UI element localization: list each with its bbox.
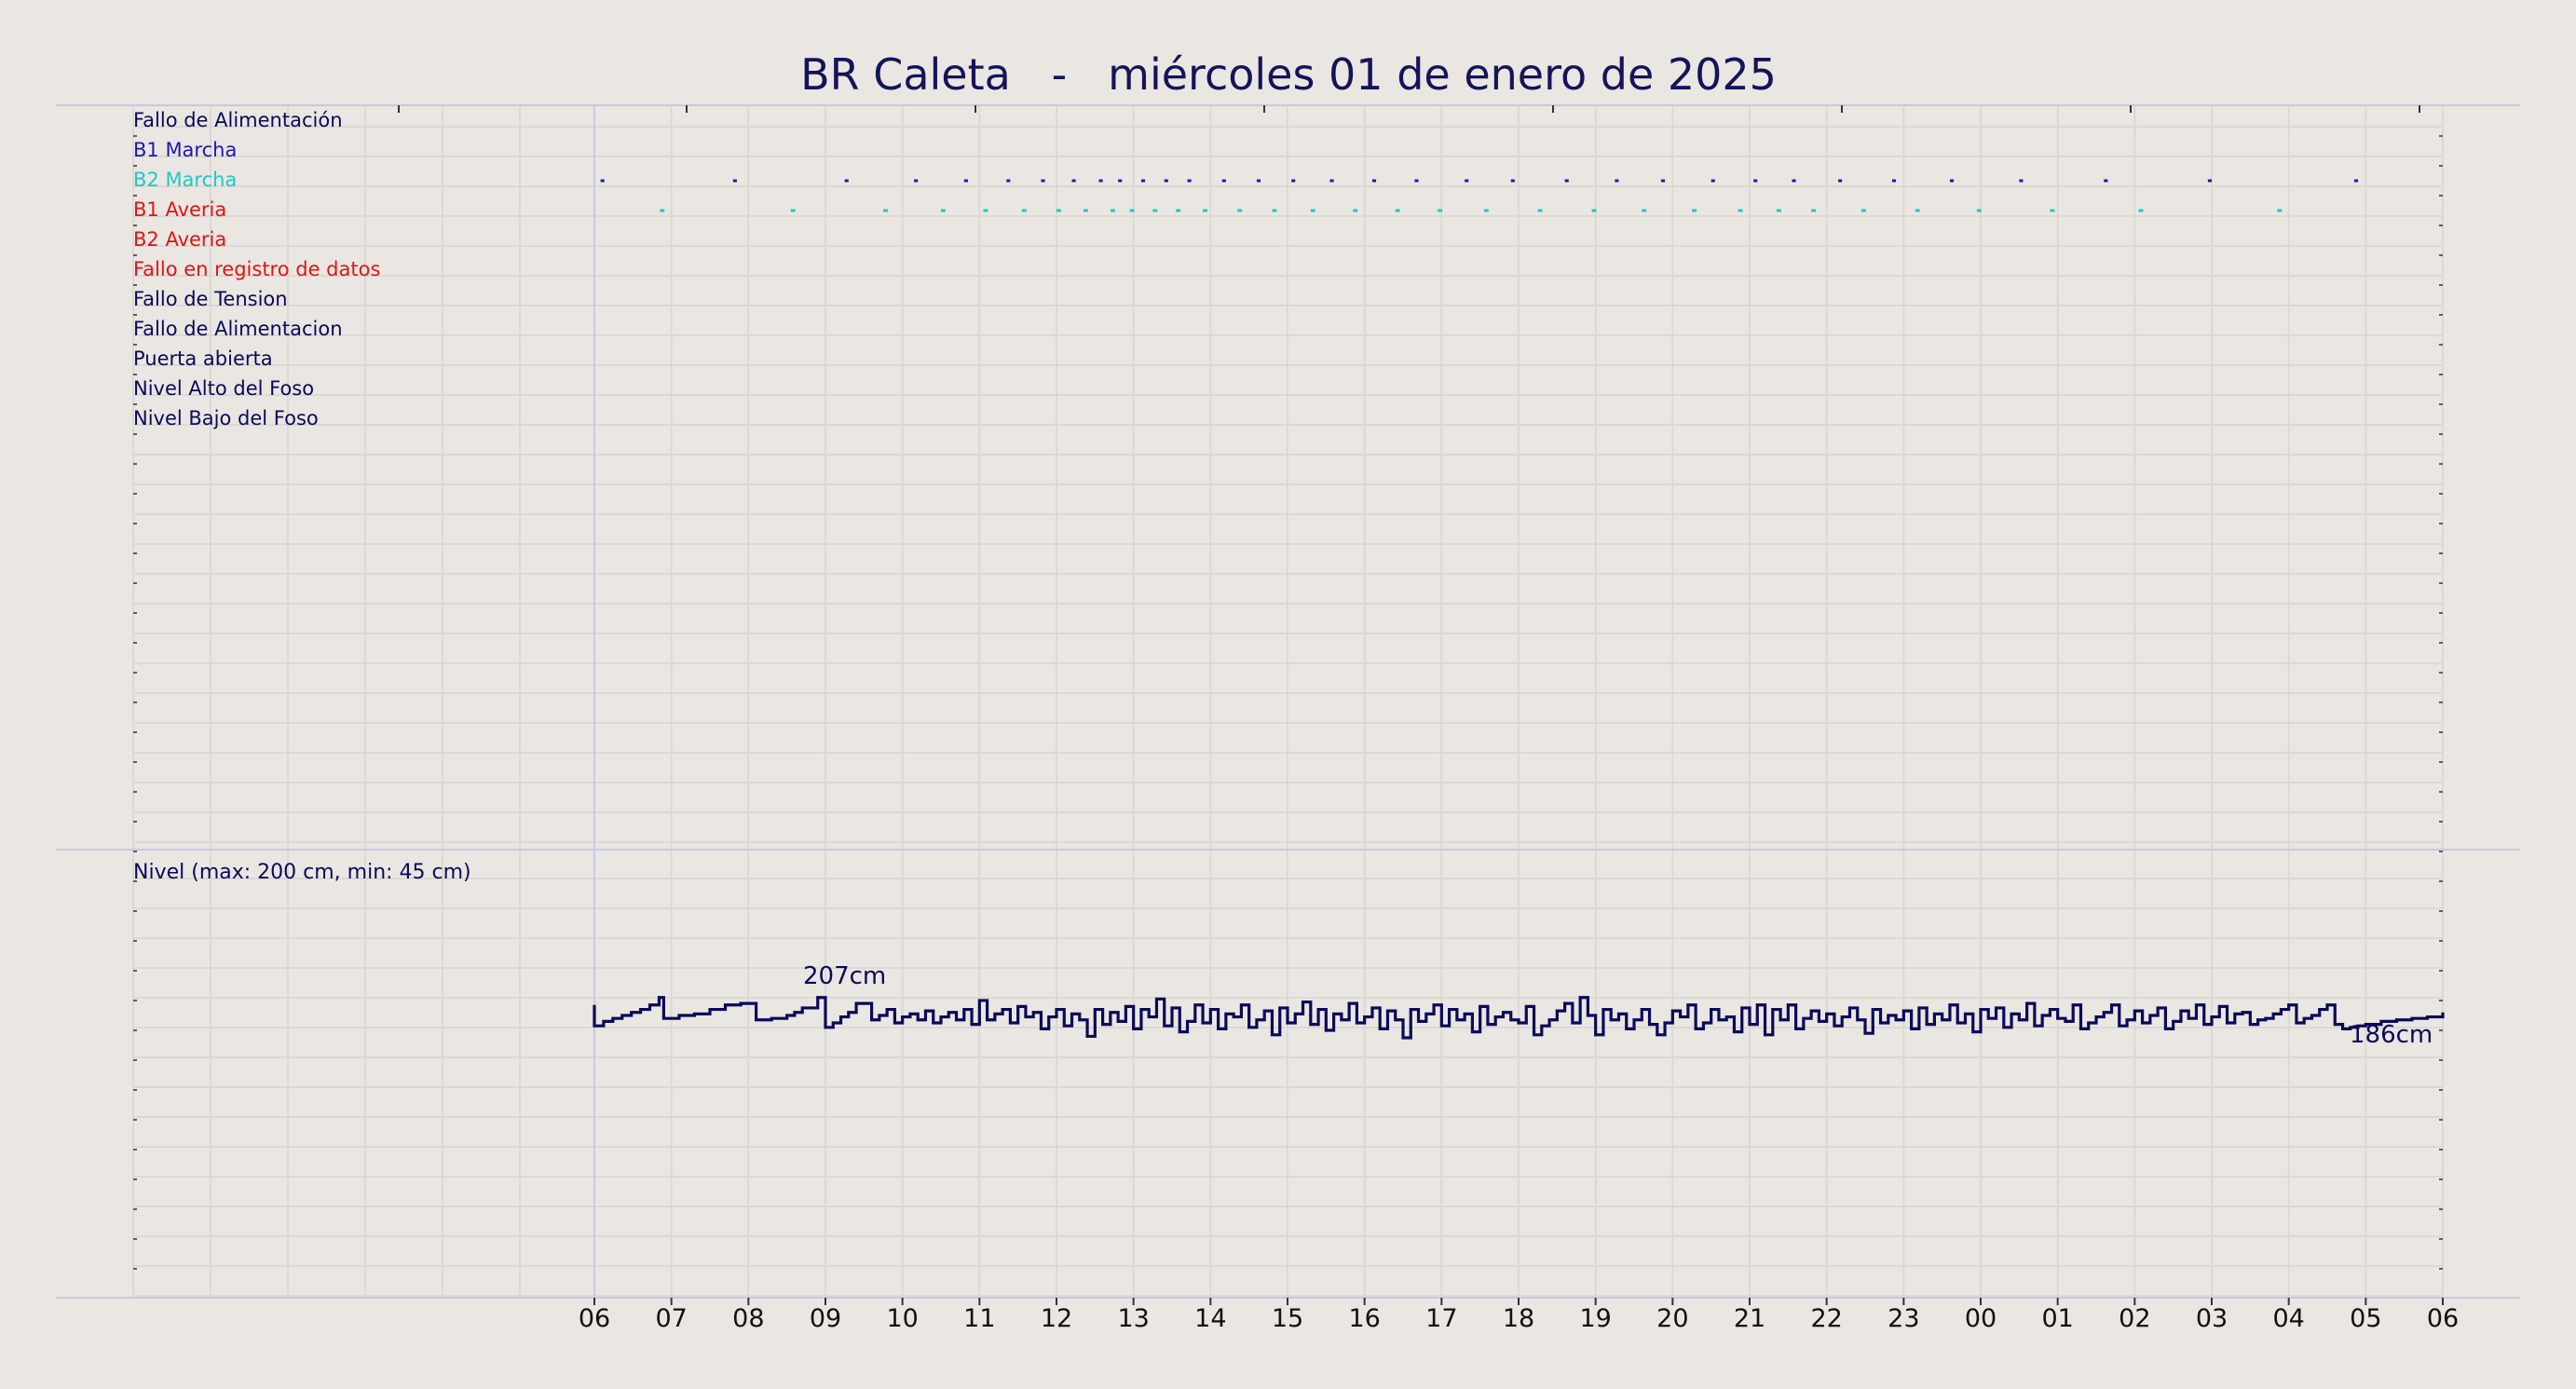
signal-label: Fallo en registro de datos bbox=[133, 258, 380, 280]
x-tick-label: 21 bbox=[1734, 1304, 1765, 1333]
x-tick-label: 12 bbox=[1041, 1304, 1072, 1333]
x-tick-label: 23 bbox=[1888, 1304, 1919, 1333]
level-line bbox=[593, 996, 2445, 1040]
x-tick-label: 00 bbox=[1965, 1304, 1997, 1333]
signal-label: B1 Marcha bbox=[133, 139, 237, 161]
x-tick-label: 17 bbox=[1425, 1304, 1457, 1333]
signal-label: B1 Averia bbox=[133, 198, 226, 221]
x-tick-label: 05 bbox=[2350, 1304, 2381, 1333]
x-tick-label: 01 bbox=[2041, 1304, 2073, 1333]
x-tick-label: 10 bbox=[886, 1304, 918, 1333]
x-tick-label: 16 bbox=[1348, 1304, 1380, 1333]
x-axis-ticks: 06 07 08 09 10 11 12 13 14 15 16 17 18 19 20 21 22 23 00 01… bbox=[579, 1298, 2459, 1333]
level-panel-label: Nivel (max: 200 cm, min: 45 cm) bbox=[133, 861, 471, 884]
chart-title: BR Caleta - miércoles 01 de enero de 202… bbox=[800, 49, 1777, 100]
x-tick-label: 15 bbox=[1272, 1304, 1303, 1333]
last-level-annotation: 186cm bbox=[2350, 1021, 2433, 1049]
signal-label: Puerta abierta bbox=[133, 347, 273, 370]
x-tick-label: 22 bbox=[1810, 1304, 1842, 1333]
x-tick-label: 11 bbox=[963, 1304, 995, 1333]
x-tick-label: 08 bbox=[732, 1304, 764, 1333]
grid-lines bbox=[132, 105, 2444, 1298]
x-tick-label: 03 bbox=[2196, 1304, 2228, 1333]
event-marks bbox=[600, 179, 2359, 212]
level-series bbox=[593, 996, 2445, 1040]
x-tick-label: 02 bbox=[2119, 1304, 2150, 1333]
x-tick-label: 19 bbox=[1579, 1304, 1611, 1333]
signal-label: B2 Marcha bbox=[133, 169, 237, 191]
signal-label: B2 Averia bbox=[133, 228, 226, 251]
x-tick-label: 09 bbox=[810, 1304, 841, 1333]
signal-label: Nivel Bajo del Foso bbox=[133, 407, 319, 429]
signal-label: Fallo de Tension bbox=[133, 288, 288, 310]
x-tick-label: 13 bbox=[1117, 1304, 1149, 1333]
signal-label: Fallo de Alimentacion bbox=[133, 318, 343, 340]
signal-label: Fallo de Alimentación bbox=[133, 109, 343, 131]
x-tick-label: 14 bbox=[1194, 1304, 1226, 1333]
x-tick-label: 06 bbox=[2427, 1304, 2459, 1333]
x-tick-label: 07 bbox=[655, 1304, 687, 1333]
signal-labels: Fallo de Alimentación B1 Marcha B2 Marcha B… bbox=[133, 109, 380, 429]
chart-frame bbox=[56, 104, 2520, 1299]
x-tick-label: 20 bbox=[1656, 1304, 1688, 1333]
x-tick-label: 06 bbox=[579, 1304, 610, 1333]
x-tick-label: 18 bbox=[1503, 1304, 1534, 1333]
x-tick-label: 04 bbox=[2272, 1304, 2304, 1333]
max-level-annotation: 207cm bbox=[803, 962, 886, 990]
signal-label: Nivel Alto del Foso bbox=[133, 377, 314, 400]
